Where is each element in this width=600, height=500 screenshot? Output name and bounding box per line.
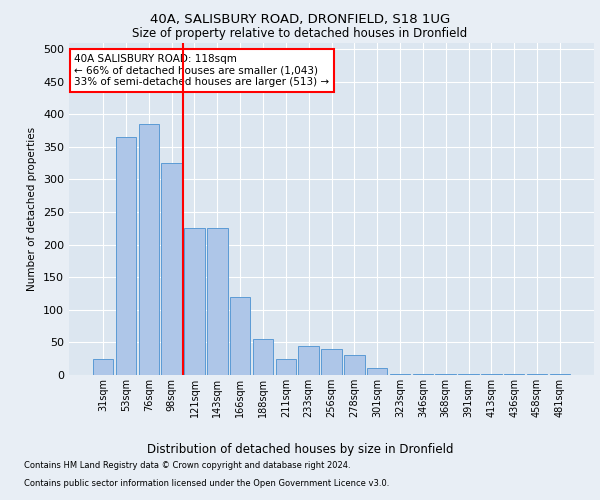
Bar	[481, 374, 502, 375]
Text: Contains public sector information licensed under the Open Government Licence v3: Contains public sector information licen…	[24, 478, 389, 488]
Bar	[504, 374, 524, 375]
Bar	[207, 228, 227, 375]
Text: Size of property relative to detached houses in Dronfield: Size of property relative to detached ho…	[133, 28, 467, 40]
Bar	[436, 374, 456, 375]
Bar	[275, 358, 296, 375]
Bar	[527, 374, 547, 375]
Bar	[390, 374, 410, 375]
Bar	[413, 374, 433, 375]
Y-axis label: Number of detached properties: Number of detached properties	[28, 126, 37, 291]
Bar	[344, 356, 365, 375]
Bar	[321, 349, 342, 375]
Bar	[93, 358, 113, 375]
Bar	[139, 124, 159, 375]
Bar	[253, 339, 273, 375]
Bar	[298, 346, 319, 375]
Bar	[184, 228, 205, 375]
Text: Distribution of detached houses by size in Dronfield: Distribution of detached houses by size …	[147, 442, 453, 456]
Text: 40A, SALISBURY ROAD, DRONFIELD, S18 1UG: 40A, SALISBURY ROAD, DRONFIELD, S18 1UG	[150, 12, 450, 26]
Bar	[230, 297, 250, 375]
Bar	[116, 137, 136, 375]
Text: 40A SALISBURY ROAD: 118sqm
← 66% of detached houses are smaller (1,043)
33% of s: 40A SALISBURY ROAD: 118sqm ← 66% of deta…	[74, 54, 329, 88]
Bar	[550, 374, 570, 375]
Bar	[161, 163, 182, 375]
Text: Contains HM Land Registry data © Crown copyright and database right 2024.: Contains HM Land Registry data © Crown c…	[24, 461, 350, 470]
Bar	[367, 368, 388, 375]
Bar	[458, 374, 479, 375]
